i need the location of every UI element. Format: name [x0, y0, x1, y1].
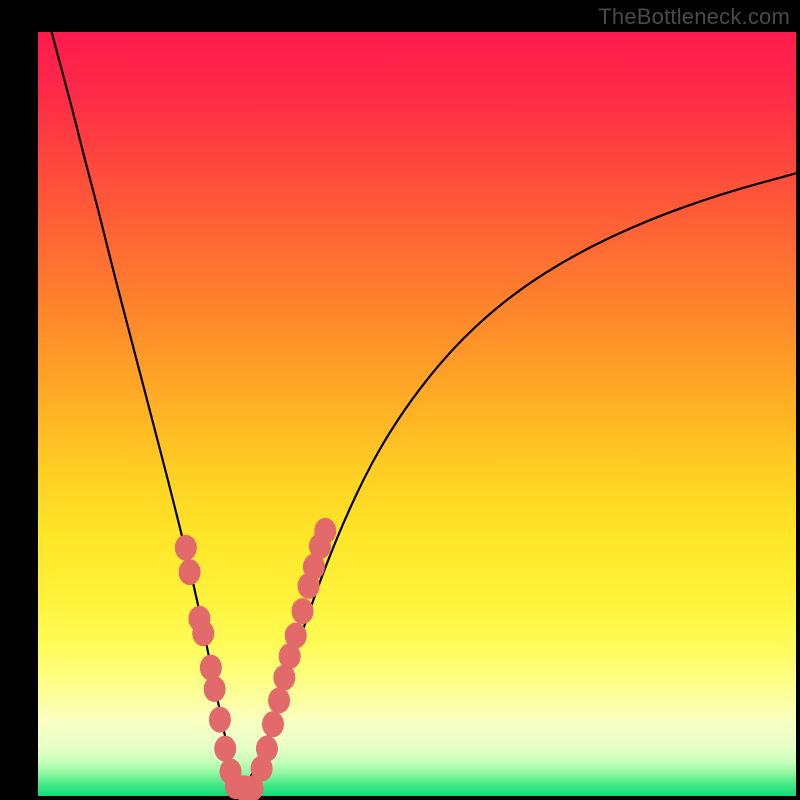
bead-marker — [256, 736, 278, 762]
bead-marker — [192, 620, 214, 646]
chart-svg — [0, 0, 800, 800]
bead-marker — [268, 688, 290, 714]
bead-marker — [314, 518, 336, 544]
chart-stage: TheBottleneck.com — [0, 0, 800, 800]
bead-marker — [214, 736, 236, 762]
bead-marker — [292, 598, 314, 624]
bead-marker — [200, 655, 222, 681]
bead-marker — [209, 707, 231, 733]
bead-marker — [285, 623, 307, 649]
bead-marker — [262, 711, 284, 737]
bead-marker — [179, 559, 201, 585]
bead-marker — [204, 676, 226, 702]
watermark-text: TheBottleneck.com — [598, 4, 790, 30]
bead-marker — [175, 535, 197, 561]
